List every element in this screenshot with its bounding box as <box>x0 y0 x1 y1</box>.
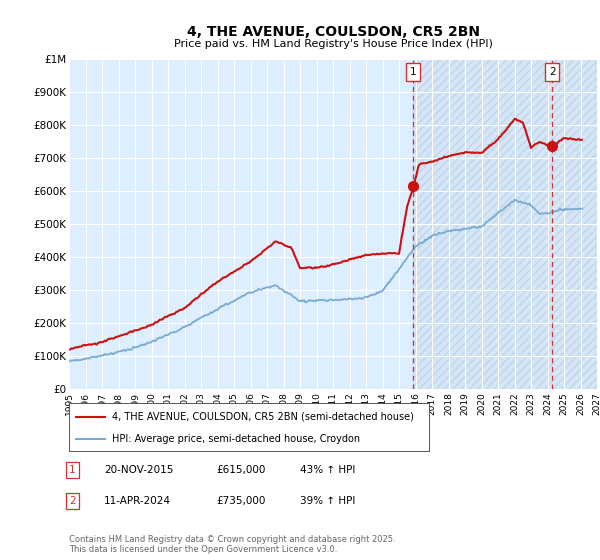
Text: 43% ↑ HPI: 43% ↑ HPI <box>300 465 355 475</box>
Text: 39% ↑ HPI: 39% ↑ HPI <box>300 496 355 506</box>
Text: 4, THE AVENUE, COULSDON, CR5 2BN (semi-detached house): 4, THE AVENUE, COULSDON, CR5 2BN (semi-d… <box>112 412 414 422</box>
Text: 1: 1 <box>410 67 417 77</box>
Text: £735,000: £735,000 <box>216 496 265 506</box>
Text: 11-APR-2024: 11-APR-2024 <box>104 496 171 506</box>
Text: £615,000: £615,000 <box>216 465 265 475</box>
Text: 4, THE AVENUE, COULSDON, CR5 2BN: 4, THE AVENUE, COULSDON, CR5 2BN <box>187 25 479 39</box>
Text: Contains HM Land Registry data © Crown copyright and database right 2025.
This d: Contains HM Land Registry data © Crown c… <box>69 535 395 554</box>
Text: Price paid vs. HM Land Registry's House Price Index (HPI): Price paid vs. HM Land Registry's House … <box>173 39 493 49</box>
Text: 2: 2 <box>549 67 556 77</box>
Text: 1: 1 <box>69 465 76 475</box>
Text: HPI: Average price, semi-detached house, Croydon: HPI: Average price, semi-detached house,… <box>112 434 361 444</box>
Text: 2: 2 <box>69 496 76 506</box>
Bar <box>413 59 597 389</box>
Text: 20-NOV-2015: 20-NOV-2015 <box>104 465 173 475</box>
Bar <box>413 59 597 389</box>
